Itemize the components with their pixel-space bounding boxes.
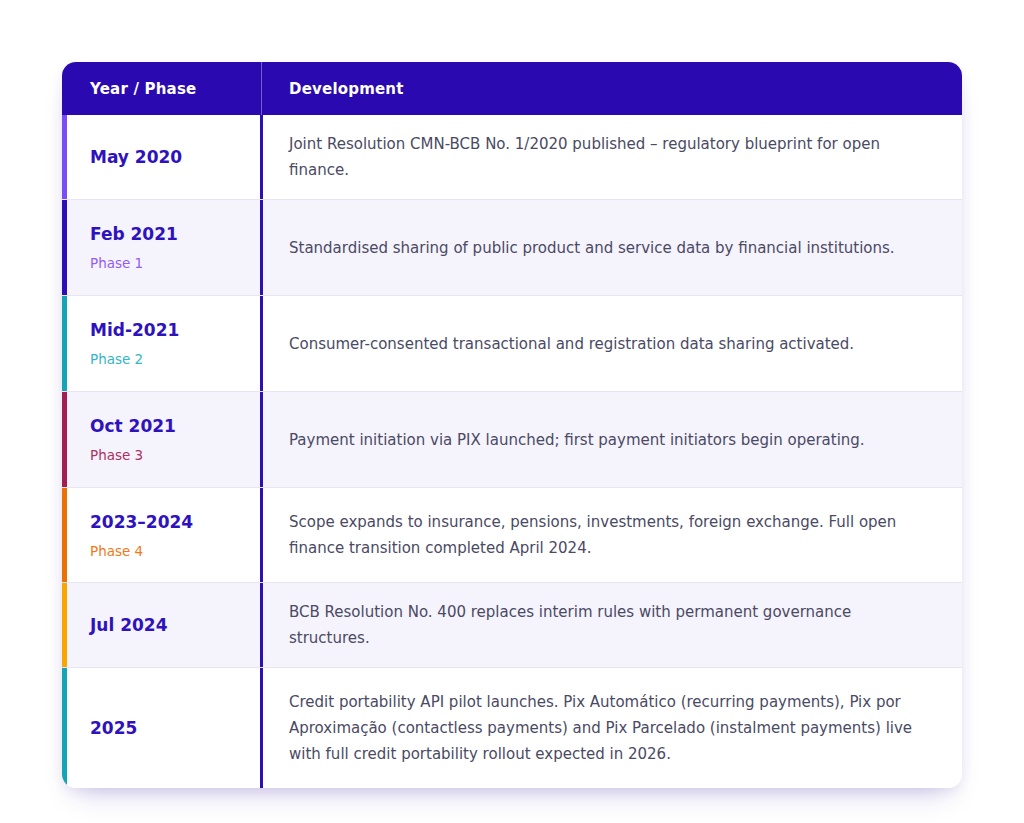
development-cell: Payment initiation via PIX launched; fir… (263, 392, 962, 487)
row-accent-bar (62, 583, 67, 667)
row-accent-bar (62, 115, 67, 199)
header-year-phase-label: Year / Phase (90, 80, 196, 98)
row-date: Mid-2021 (90, 319, 246, 342)
year-phase-cell: 2023–2024 Phase 4 (62, 488, 263, 582)
development-cell: Joint Resolution CMN-BCB No. 1/2020 publ… (263, 115, 962, 199)
development-cell: Credit portability API pilot launches. P… (263, 668, 962, 788)
row-date: May 2020 (90, 146, 246, 169)
row-accent-bar (62, 296, 67, 391)
row-phase-label: Phase 3 (90, 447, 246, 463)
row-accent-bar (62, 200, 67, 295)
row-description: BCB Resolution No. 400 replaces interim … (289, 599, 932, 651)
development-cell: Scope expands to insurance, pensions, in… (263, 488, 962, 582)
row-accent-bar (62, 488, 67, 582)
year-phase-cell: Mid-2021 Phase 2 (62, 296, 263, 391)
row-description: Joint Resolution CMN-BCB No. 1/2020 publ… (289, 131, 932, 183)
year-phase-cell: 2025 (62, 668, 263, 788)
row-description: Payment initiation via PIX launched; fir… (289, 427, 932, 453)
row-description: Standardised sharing of public product a… (289, 235, 932, 261)
row-description: Scope expands to insurance, pensions, in… (289, 509, 932, 561)
development-cell: Standardised sharing of public product a… (263, 200, 962, 295)
table-row: 2025 Credit portability API pilot launch… (62, 667, 962, 788)
row-date: 2023–2024 (90, 511, 246, 534)
row-date: Oct 2021 (90, 415, 246, 438)
table-row: 2023–2024 Phase 4 Scope expands to insur… (62, 487, 962, 582)
development-cell: BCB Resolution No. 400 replaces interim … (263, 583, 962, 667)
header-development-label: Development (289, 80, 404, 98)
row-description: Consumer-consented transactional and reg… (289, 331, 932, 357)
year-phase-cell: Feb 2021 Phase 1 (62, 200, 263, 295)
row-date: Feb 2021 (90, 223, 246, 246)
header-development: Development (263, 62, 962, 115)
header-year-phase: Year / Phase (62, 62, 263, 115)
table-row: Feb 2021 Phase 1 Standardised sharing of… (62, 199, 962, 295)
row-phase-label: Phase 4 (90, 543, 246, 559)
table-header: Year / Phase Development (62, 62, 962, 115)
row-accent-bar (62, 392, 67, 487)
row-date: Jul 2024 (90, 614, 246, 637)
year-phase-cell: May 2020 (62, 115, 263, 199)
open-finance-timeline-table: Year / Phase Development May 2020 Joint … (62, 62, 962, 788)
table-row: May 2020 Joint Resolution CMN-BCB No. 1/… (62, 115, 962, 199)
table-row: Mid-2021 Phase 2 Consumer-consented tran… (62, 295, 962, 391)
row-phase-label: Phase 1 (90, 255, 246, 271)
row-description: Credit portability API pilot launches. P… (289, 689, 932, 767)
row-phase-label: Phase 2 (90, 351, 246, 367)
development-cell: Consumer-consented transactional and reg… (263, 296, 962, 391)
year-phase-cell: Oct 2021 Phase 3 (62, 392, 263, 487)
year-phase-cell: Jul 2024 (62, 583, 263, 667)
table-row: Jul 2024 BCB Resolution No. 400 replaces… (62, 582, 962, 667)
table-row: Oct 2021 Phase 3 Payment initiation via … (62, 391, 962, 487)
row-accent-bar (62, 668, 67, 788)
row-date: 2025 (90, 717, 246, 740)
